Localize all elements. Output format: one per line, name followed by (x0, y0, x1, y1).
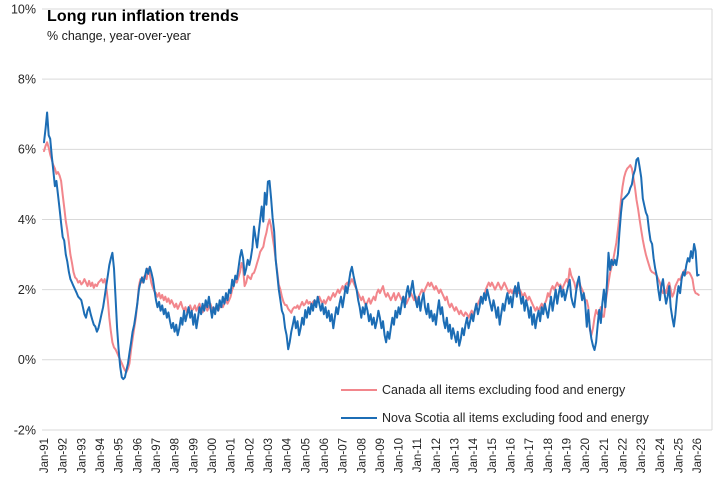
y-tick-label: 6% (18, 143, 36, 157)
x-tick-label: Jan-16 (506, 438, 518, 473)
y-tick-label: 8% (18, 72, 36, 86)
x-tick-label: Jan-20 (580, 438, 592, 473)
x-tick-label: Jan-23 (636, 438, 648, 473)
series-line-canada (43, 141, 700, 374)
x-tick-label: Jan-06 (319, 438, 331, 473)
legend-line-nova-scotia (341, 417, 377, 419)
x-tick-label: Jan-12 (431, 438, 443, 473)
x-tick-label: Jan-09 (375, 438, 387, 473)
x-tick-label: Jan-95 (114, 438, 126, 473)
legend-label-canada: Canada all items excluding food and ener… (382, 383, 626, 397)
x-tick-label: Jan-96 (132, 438, 144, 473)
x-tick-label: Jan-05 (300, 438, 312, 473)
x-tick-label: Jan-22 (618, 438, 630, 473)
x-tick-label: Jan-00 (207, 438, 219, 473)
legend-item-nova-scotia: Nova Scotia all items excluding food and… (341, 404, 649, 432)
legend-item-canada: Canada all items excluding food and ener… (341, 376, 649, 404)
x-tick-label: Jan-91 (39, 438, 51, 473)
legend-label-nova-scotia: Nova Scotia all items excluding food and… (382, 411, 649, 425)
y-tick-label: 0% (18, 353, 36, 367)
legend-line-canada (341, 389, 377, 391)
x-tick-label: Jan-93 (76, 438, 88, 473)
legend: Canada all items excluding food and ener… (341, 376, 649, 432)
x-tick-label: Jan-10 (394, 438, 406, 473)
x-tick-label: Jan-04 (282, 437, 294, 473)
x-tick-label: Jan-19 (562, 438, 574, 473)
x-tick-label: Jan-02 (244, 438, 256, 473)
x-tick-label: Jan-01 (226, 438, 238, 473)
x-tick-label: Jan-08 (356, 438, 368, 473)
x-tick-label: Jan-94 (95, 437, 107, 473)
x-tick-label: Jan-92 (58, 438, 70, 473)
y-tick-label: -2% (14, 423, 36, 437)
x-tick-label: Jan-13 (450, 438, 462, 473)
x-tick-label: Jan-25 (674, 438, 686, 473)
x-tick-label: Jan-11 (412, 438, 424, 472)
x-tick-label: Jan-18 (543, 438, 555, 473)
x-tick-label: Jan-21 (599, 438, 611, 473)
x-tick-label: Jan-26 (692, 438, 704, 473)
y-tick-label: 10% (11, 2, 36, 16)
x-tick-label: Jan-03 (263, 438, 275, 473)
x-tick-label: Jan-07 (338, 438, 350, 473)
x-tick-label: Jan-98 (170, 438, 182, 473)
x-tick-label: Jan-97 (151, 438, 163, 473)
x-tick-label: Jan-24 (655, 437, 667, 473)
x-tick-label: Jan-17 (524, 438, 536, 473)
series-line-nova-scotia (43, 111, 700, 381)
y-tick-label: 2% (18, 283, 36, 297)
x-tick-label: Jan-14 (468, 437, 480, 473)
y-tick-label: 4% (18, 213, 36, 227)
x-tick-label: Jan-15 (487, 438, 499, 473)
x-tick-label: Jan-99 (188, 438, 200, 473)
